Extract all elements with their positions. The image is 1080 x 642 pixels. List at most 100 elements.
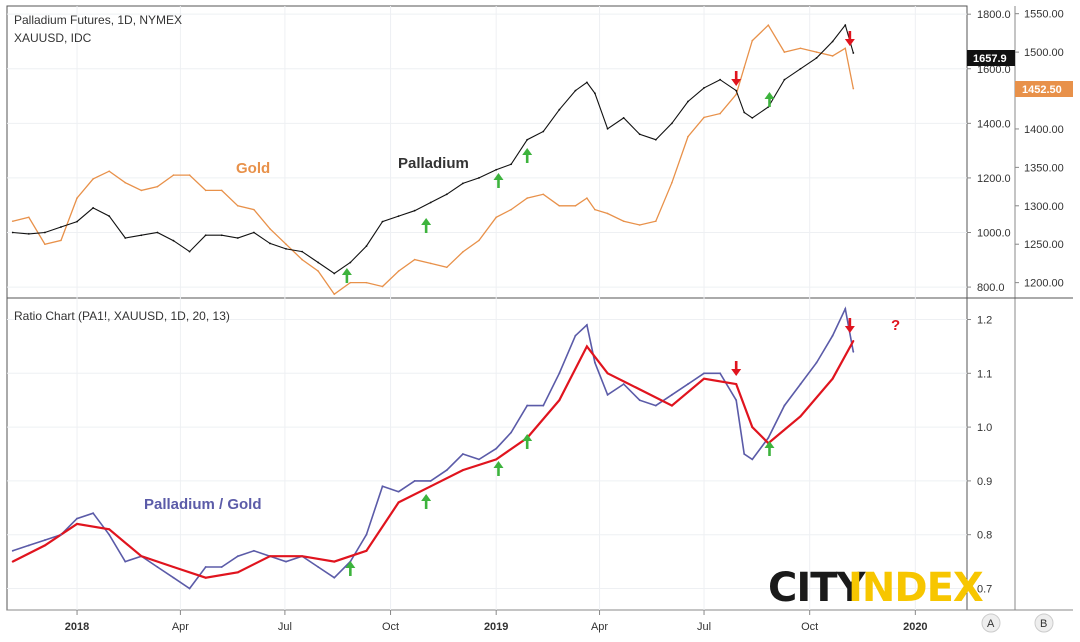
scale-button-a[interactable]: A [981, 613, 1001, 633]
palladium-point [301, 250, 304, 253]
ratio-ma-point [735, 383, 738, 386]
ratio-point [703, 372, 705, 375]
ratio-point [852, 350, 855, 353]
top-down-arrow-head [844, 39, 855, 46]
ratio-axis-tick-label: 1.0 [977, 422, 992, 434]
gold-point [606, 212, 609, 215]
palladium-point [510, 163, 513, 166]
left-axis-tick-label: 1600.0 [977, 64, 1011, 76]
gold-point [478, 239, 480, 242]
top-up-arrow [341, 268, 352, 283]
ratio-up-arrow [522, 434, 533, 449]
palladium-point [478, 177, 480, 179]
ratio-point [172, 576, 175, 579]
gold-point [558, 204, 561, 207]
ratio-up-arrow [493, 461, 504, 476]
gold-point [751, 39, 754, 42]
ratio-up-arrow [345, 561, 356, 576]
gold-point [542, 193, 545, 196]
gold-series-line [12, 24, 854, 296]
gold-point [397, 270, 400, 272]
ratio-ma-point [495, 458, 498, 461]
gold-point [365, 281, 368, 284]
top-up-arrow [764, 92, 775, 107]
right-axis-tick-label: 1500.00 [1024, 47, 1064, 59]
palladium-point [743, 111, 746, 114]
palladium-point [252, 231, 255, 234]
gold-point [462, 251, 464, 253]
top-up-arrow-head [341, 268, 352, 275]
gold-price-tag-text: 1452.50 [1022, 84, 1062, 96]
palladium-point [526, 138, 529, 141]
palladium-point [204, 234, 207, 237]
gold-point [140, 189, 143, 192]
gold-point [743, 66, 746, 69]
gold-point [381, 285, 384, 288]
x-tick-label: Oct [382, 621, 399, 633]
ratio-down-arrow [844, 318, 855, 333]
gold-point [844, 47, 847, 50]
ratio-ma-point [140, 555, 143, 558]
ratio-up-arrow [421, 494, 432, 509]
scale-button-b[interactable]: B [1034, 613, 1054, 633]
ratio-up-arrow-head [522, 434, 533, 441]
ratio-ma-point [268, 555, 271, 558]
ratio-point [510, 431, 513, 434]
ratio-ma-point [703, 377, 706, 380]
top-down-arrow [731, 71, 742, 86]
ratio-point [495, 447, 498, 450]
palladium-point [76, 220, 78, 223]
ratio-ma-point [461, 469, 464, 472]
palladium-point [397, 215, 400, 218]
palladium-point [43, 231, 46, 234]
ratio-point [204, 566, 207, 568]
ratio-point [719, 372, 722, 375]
ratio-point [27, 544, 30, 547]
left-axis-tick-label: 1400.0 [977, 118, 1011, 130]
palladium-point [285, 247, 287, 250]
palladium-point [413, 209, 416, 212]
gold-point [60, 239, 62, 242]
gold-point [76, 197, 78, 199]
ratio-up-arrow [764, 441, 775, 456]
top-up-arrow-head [764, 92, 775, 99]
palladium-point [751, 116, 754, 119]
ratio-axis-tick-label: 0.7 [977, 583, 992, 595]
ratio-point [606, 393, 609, 396]
left-axis-tick-label: 1800.0 [977, 9, 1011, 21]
ratio-axis-tick-label: 0.9 [977, 476, 992, 488]
ratio-ma-point [204, 576, 207, 579]
ratio-axis-tick-label: 1.1 [977, 368, 992, 380]
ratio-ma-point [831, 377, 834, 380]
ratio-label: Palladium / Gold [144, 496, 262, 513]
top-up-arrow-head [421, 218, 432, 225]
ratio-point [743, 453, 746, 455]
ratio-ma-point [108, 528, 111, 531]
gold-point [124, 181, 127, 184]
top-up-arrow-head [493, 173, 504, 180]
ratio-point [60, 533, 62, 536]
ratio-ma-point [429, 485, 432, 488]
right-axis-tick-label: 1350.00 [1024, 162, 1064, 174]
gold-point [687, 135, 689, 138]
gold-point [799, 47, 802, 50]
scale-button-a-label: A [987, 618, 995, 630]
gold-point [220, 189, 223, 192]
palladium-point [622, 116, 625, 119]
gold-point [253, 208, 255, 211]
palladium-point [852, 52, 855, 54]
ratio-ma-point [301, 555, 304, 558]
gold-point [108, 170, 111, 173]
question-mark: ? [891, 317, 900, 334]
ratio-point [687, 383, 689, 385]
palladium-point [188, 250, 191, 253]
gold-point [333, 293, 336, 295]
ratio-series-line [12, 306, 855, 590]
ratio-point [526, 404, 529, 407]
ratio-point [11, 549, 14, 552]
palladium-point [172, 239, 175, 242]
ratio-point [751, 458, 754, 461]
bottom-panel-title: Ratio Chart (PA1!, XAUUSD, 1D, 20, 13) [14, 309, 230, 323]
x-tick-label: Apr [591, 621, 608, 633]
ratio-axis-tick-label: 1.2 [977, 315, 992, 327]
